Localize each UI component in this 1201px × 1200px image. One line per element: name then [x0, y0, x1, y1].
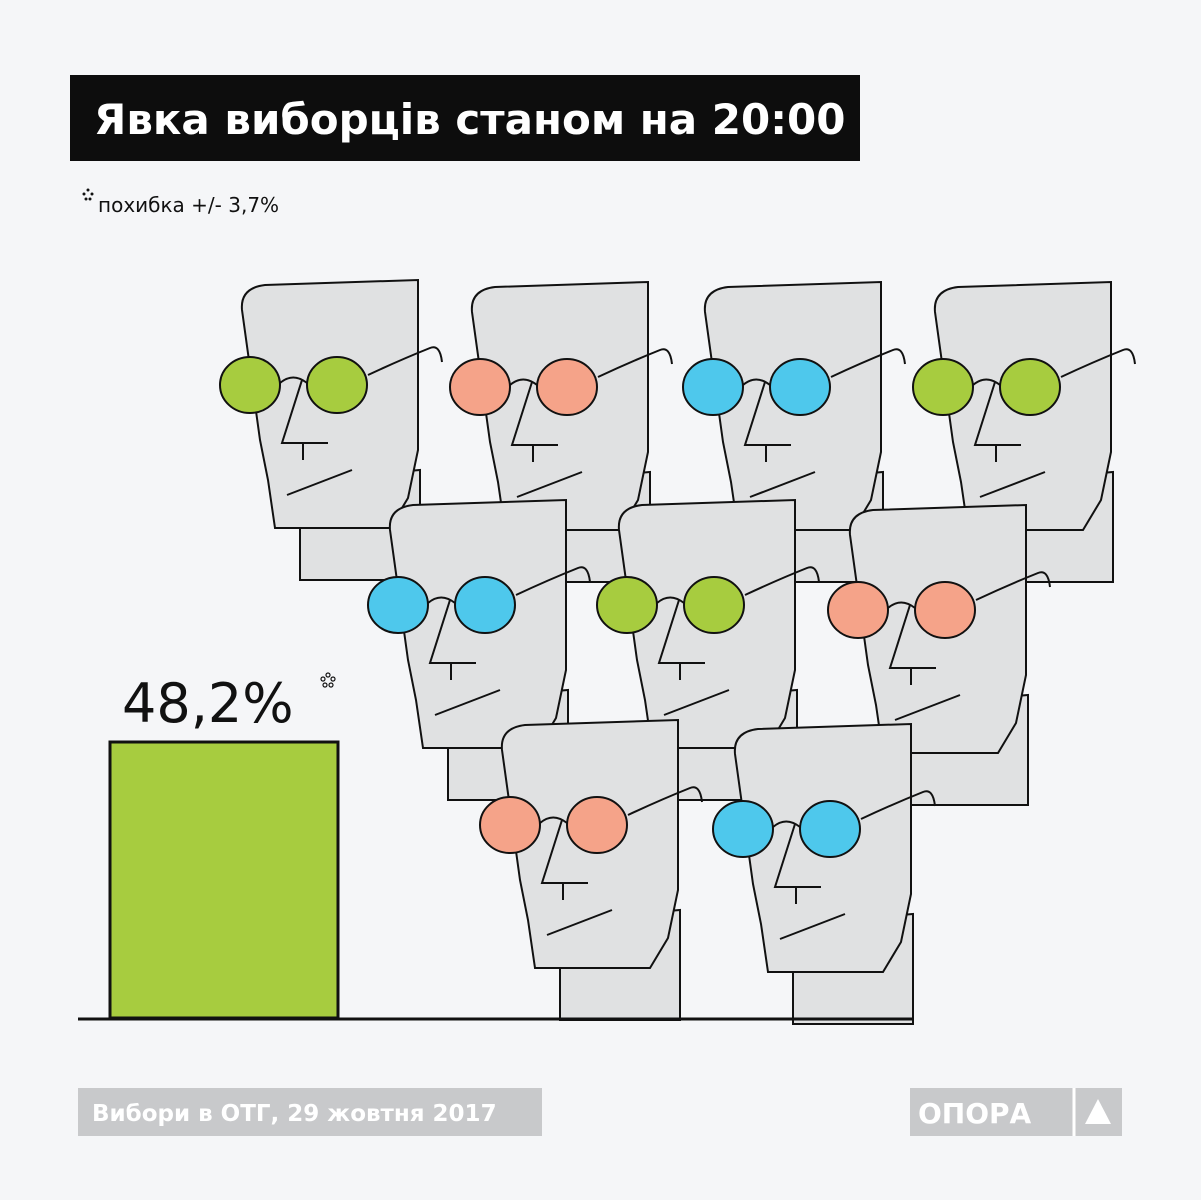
mouth	[779, 913, 846, 940]
head	[912, 280, 1136, 583]
head	[449, 280, 673, 583]
head	[219, 278, 443, 581]
glasses-temple	[627, 786, 703, 816]
mouth	[546, 909, 613, 936]
nose	[743, 381, 791, 446]
head	[827, 503, 1051, 806]
asterisk-dot	[88, 197, 92, 201]
glasses-bridge	[656, 596, 685, 604]
bars: 48,2%	[108, 672, 340, 1020]
note-asterisk	[82, 188, 94, 201]
lens	[912, 358, 974, 416]
asterisk-dot	[322, 682, 328, 688]
mouth	[516, 471, 583, 498]
asterisk-dot	[84, 197, 88, 201]
lens	[454, 576, 516, 634]
lens	[769, 358, 831, 416]
glasses-bridge	[972, 378, 1001, 386]
glasses-temple	[597, 348, 673, 378]
mouth	[434, 689, 501, 716]
mouth	[663, 689, 730, 716]
glasses-temple	[515, 566, 591, 596]
asterisk-dot	[330, 676, 336, 682]
title-box	[70, 75, 860, 161]
nose	[510, 381, 558, 446]
nose	[973, 381, 1021, 446]
glasses-bridge	[887, 601, 916, 609]
head	[712, 722, 936, 1025]
glasses-temple	[975, 571, 1051, 601]
mouth	[979, 471, 1046, 498]
logo-triangle	[1085, 1099, 1111, 1124]
lens	[596, 576, 658, 634]
lens	[449, 358, 511, 416]
logo: ОПОРА	[918, 1097, 1032, 1130]
lens	[367, 576, 429, 634]
head	[479, 718, 703, 1021]
lens	[999, 358, 1061, 416]
lens	[712, 800, 774, 858]
nose	[540, 819, 588, 884]
lens	[536, 358, 598, 416]
lens	[306, 356, 368, 414]
glasses-bridge	[509, 378, 538, 386]
chart-title: Явка виборців станом на 20:00	[94, 95, 845, 144]
mouth	[286, 469, 353, 496]
glasses-temple	[830, 348, 906, 378]
note: похибка +/- 3,7%	[98, 193, 279, 217]
nose	[773, 823, 821, 888]
asterisk-dot	[86, 188, 90, 192]
lens	[566, 796, 628, 854]
asterisk-dot	[325, 672, 331, 678]
heads	[219, 278, 1136, 1025]
asterisk-dot	[90, 192, 94, 196]
glasses-bridge	[772, 820, 801, 828]
asterisk-dot	[328, 682, 334, 688]
asterisk-dot	[82, 192, 86, 196]
glasses-temple	[860, 790, 936, 820]
value-label: 48,2%	[122, 672, 294, 735]
source-box	[78, 1088, 542, 1136]
glasses-temple	[1060, 348, 1136, 378]
lens	[799, 800, 861, 858]
glasses-bridge	[742, 378, 771, 386]
glasses-bridge	[279, 376, 308, 384]
glasses-temple	[744, 566, 820, 596]
asterisk-dot	[320, 676, 326, 682]
nose	[657, 599, 705, 664]
glasses-temple	[367, 346, 443, 376]
source: Вибори в ОТГ, 29 жовтня 2017	[92, 1101, 497, 1127]
mouth	[749, 471, 816, 498]
nose	[428, 599, 476, 664]
bar	[108, 740, 340, 1020]
mouth	[894, 694, 961, 721]
glasses-bridge	[427, 596, 456, 604]
glasses-bridge	[539, 816, 568, 824]
logo-box	[910, 1088, 1122, 1136]
lens	[682, 358, 744, 416]
lens	[827, 581, 889, 639]
nose	[280, 379, 328, 444]
nose	[888, 604, 936, 669]
lens	[479, 796, 541, 854]
lens	[219, 356, 281, 414]
lens	[914, 581, 976, 639]
lens	[683, 576, 745, 634]
